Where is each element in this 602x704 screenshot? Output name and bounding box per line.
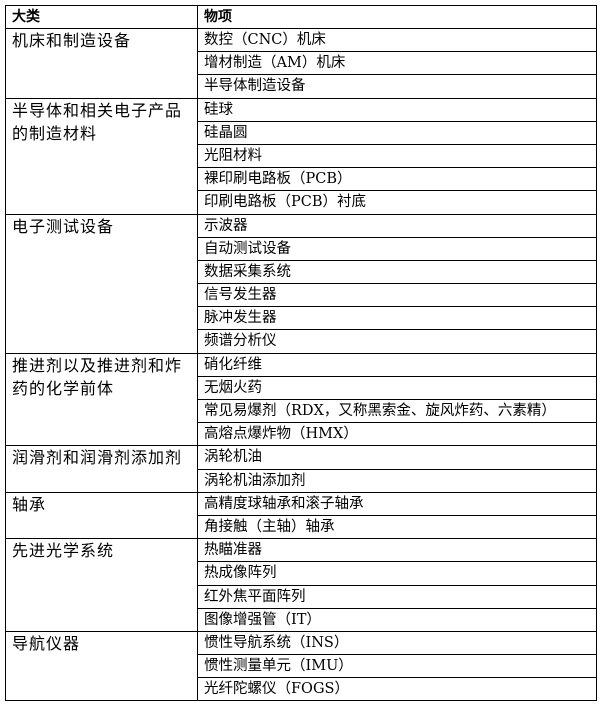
- row: 自动测试设备: [6, 236, 597, 261]
- item-cell: 高精度球轴承和滚子轴承: [197, 491, 597, 516]
- row: 频谱分析仪: [6, 329, 597, 354]
- category-cell: 推进剂以及推进剂和炸药的化学前体: [5, 352, 198, 447]
- row: 角接触（主轴）轴承: [6, 514, 597, 540]
- item-cell: 信号发生器: [197, 283, 597, 308]
- item-cell: 涡轮机油添加剂: [197, 468, 597, 493]
- item-cell: 涡轮机油: [197, 445, 597, 470]
- item-cell: 硝化纤维: [197, 352, 597, 377]
- row: 信号发生器: [6, 283, 597, 308]
- item-cell: 热瞄准器: [197, 538, 597, 563]
- category-cell: 机床和制造设备: [5, 28, 198, 99]
- item-cell: 硅球: [197, 97, 597, 122]
- item-cell: 硅晶圆: [197, 120, 597, 145]
- item-cell: 常见易爆剂（RDX，又称黑索金、旋风炸药、六素精）: [197, 398, 597, 424]
- item-cell: 半导体制造设备: [197, 74, 597, 99]
- item-cell: 示波器: [197, 213, 597, 238]
- row: 电子测试设备 示波器: [5, 213, 597, 354]
- row: 常见易爆剂（RDX，又称黑索金、旋风炸药、六素精）: [6, 398, 597, 424]
- item-cell: 角接触（主轴）轴承: [197, 514, 597, 540]
- item-cell: 无烟火药: [197, 375, 597, 401]
- category-cell: 先进光学系统: [5, 538, 198, 632]
- row: 脉冲发生器: [6, 306, 597, 331]
- item-cell: 自动测试设备: [197, 236, 597, 261]
- row: 半导体和相关电子产品的制造材料 硅球: [5, 97, 597, 215]
- row: 先进光学系统 热瞄准器: [5, 538, 597, 632]
- item-cell: 裸印刷电路板（PCB）: [197, 167, 597, 192]
- item-cell: 图像增强管（IT）: [197, 607, 597, 632]
- item-cell: 印刷电路板（PCB）衬底: [197, 190, 597, 215]
- item-cell: 热成像阵列: [197, 561, 597, 586]
- header-row: 大类 物项: [5, 5, 597, 29]
- row: 光阻材料: [6, 143, 597, 169]
- item-cell: 数控（CNC）机床: [197, 27, 597, 53]
- row: 无烟火药: [6, 375, 597, 401]
- row: 轴承 高精度球轴承和滚子轴承: [5, 491, 597, 540]
- row: 数据采集系统: [6, 259, 597, 285]
- category-cell: 半导体和相关电子产品的制造材料: [5, 97, 198, 215]
- item-cell: 频谱分析仪: [197, 329, 597, 354]
- item-cell: 光纤陀螺仪（FOGS）: [197, 677, 597, 702]
- item-cell: 高熔点爆炸物（HMX）: [197, 422, 597, 447]
- row: 推进剂以及推进剂和炸药的化学前体 硝化纤维: [5, 352, 597, 447]
- row: 涡轮机油添加剂: [6, 468, 597, 493]
- category-cell: 润滑剂和润滑剂添加剂: [5, 445, 198, 493]
- row: 增材制造（AM）机床: [6, 51, 597, 76]
- category-cell: 电子测试设备: [5, 213, 198, 354]
- table: 大类 物项 机床和制造设备 数控（CNC）机床 增材制造（AM）机床 半导体制造设备半…: [5, 5, 597, 702]
- category-cell: 导航仪器: [5, 630, 198, 702]
- item-cell: 数据采集系统: [197, 259, 597, 285]
- row: 机床和制造设备 数控（CNC）机床: [5, 27, 597, 99]
- row: 惯性测量单元（IMU）: [6, 654, 597, 679]
- row: 印刷电路板（PCB）衬底: [6, 190, 597, 215]
- category-cell: 轴承: [5, 491, 198, 540]
- row: 高熔点爆炸物（HMX）: [6, 422, 597, 447]
- row: 热成像阵列: [6, 561, 597, 586]
- header-cell: 大类: [5, 5, 198, 29]
- row: 光纤陀螺仪（FOGS）: [6, 677, 597, 702]
- item-cell: 惯性测量单元（IMU）: [197, 654, 597, 679]
- item-cell: 惯性导航系统（INS）: [197, 630, 597, 656]
- row: 半导体制造设备: [6, 74, 597, 99]
- item-cell: 光阻材料: [197, 143, 597, 169]
- row: 润滑剂和润滑剂添加剂 涡轮机油: [5, 445, 597, 493]
- table-body: 机床和制造设备 数控（CNC）机床 增材制造（AM）机床 半导体制造设备 半导体和相关电…: [5, 27, 597, 702]
- item-cell: 脉冲发生器: [197, 306, 597, 331]
- row: 导航仪器 惯性导航系统（INS）: [5, 630, 597, 702]
- item-cell: 红外焦平面阵列: [197, 584, 597, 609]
- header-cell: 物项: [197, 5, 597, 29]
- item-cell: 增材制造（AM）机床: [197, 51, 597, 76]
